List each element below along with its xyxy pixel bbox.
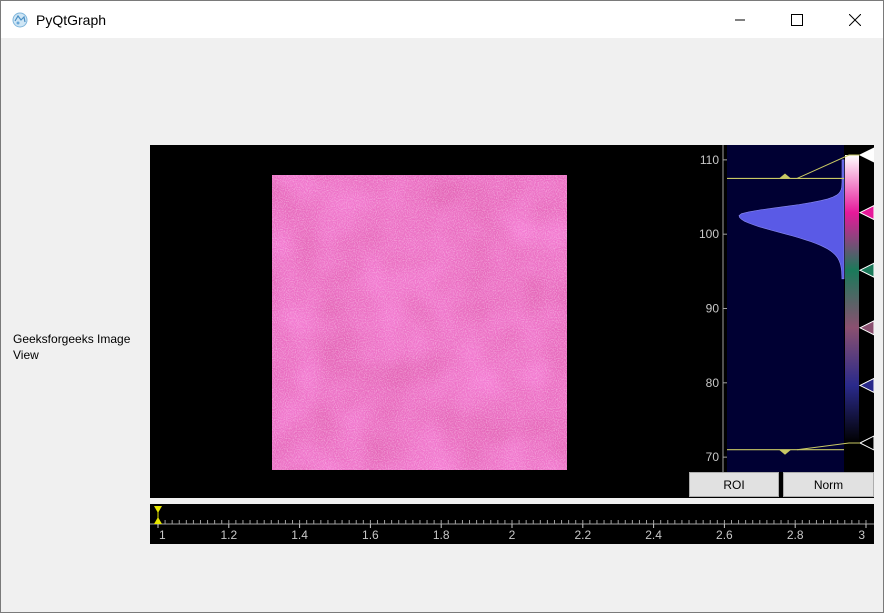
gradient-bar[interactable]	[845, 155, 859, 443]
window-title: PyQtGraph	[36, 12, 107, 28]
close-icon	[849, 13, 861, 26]
pyqtgraph-logo-icon	[12, 12, 28, 28]
timeline-axis[interactable]: 1 1.2 1.4 1.6 1.8 2 2.2 2.4 2.6 2.8 3	[150, 504, 874, 544]
image-view[interactable]: 110 100 90 80 70	[150, 145, 874, 498]
roi-button[interactable]: ROI	[689, 472, 779, 497]
gradient-stop-handle[interactable]	[858, 262, 874, 278]
level-min-handle[interactable]	[779, 449, 791, 455]
close-button[interactable]	[832, 1, 878, 38]
title-bar: PyQtGraph	[1, 1, 883, 38]
time-slider[interactable]: 1 1.2 1.4 1.6 1.8 2 2.2 2.4 2.6 2.8 3	[150, 504, 874, 544]
histogram-axis: 110 100 90 80 70	[699, 145, 727, 472]
timeline-tick-label: 3	[858, 528, 865, 542]
histogram-tick-label: 70	[706, 450, 720, 464]
maximize-button[interactable]	[774, 1, 820, 38]
gradient-stop-handle[interactable]	[858, 147, 874, 163]
histogram-distribution	[738, 159, 845, 280]
histogram-tick-label: 90	[706, 302, 720, 316]
histogram-tick-label: 100	[699, 227, 719, 241]
histogram-lut[interactable]: 110 100 90 80 70	[689, 145, 874, 472]
histogram-tick-label: 80	[706, 376, 720, 390]
timeline-tick-label: 1.2	[220, 528, 237, 542]
norm-button[interactable]: Norm	[783, 472, 874, 497]
time-marker-bottom[interactable]	[154, 517, 162, 524]
gradient-connector-bottom	[796, 442, 860, 451]
timeline-tick-label: 1	[159, 528, 166, 542]
gradient-connector-top	[796, 154, 860, 179]
histogram-panel	[727, 145, 844, 472]
gradient-stop-handle[interactable]	[858, 435, 874, 451]
maximize-icon	[791, 13, 803, 26]
timeline-tick-label: 2.2	[574, 528, 591, 542]
gradient-stop-handle[interactable]	[858, 205, 874, 221]
level-max-handle[interactable]	[779, 173, 791, 179]
timeline-tick-label: 1.4	[291, 528, 308, 542]
timeline-tick-label: 2	[509, 528, 516, 542]
timeline-tick-label: 1.6	[362, 528, 379, 542]
timeline-tick-label: 1.8	[433, 528, 450, 542]
minimize-button[interactable]	[717, 1, 763, 38]
histogram-tick-label: 110	[700, 153, 719, 167]
timeline-tick-label: 2.4	[645, 528, 662, 542]
image-view-label: Geeksforgeeks Image View	[13, 332, 131, 362]
image-display[interactable]	[272, 175, 567, 470]
minimize-icon	[735, 19, 745, 20]
gradient-stop-handle[interactable]	[858, 377, 874, 393]
timeline-tick-label: 2.8	[787, 528, 804, 542]
noise-image	[272, 175, 567, 470]
timeline-tick-label: 2.6	[716, 528, 733, 542]
gradient-stop-handle[interactable]	[858, 320, 874, 336]
